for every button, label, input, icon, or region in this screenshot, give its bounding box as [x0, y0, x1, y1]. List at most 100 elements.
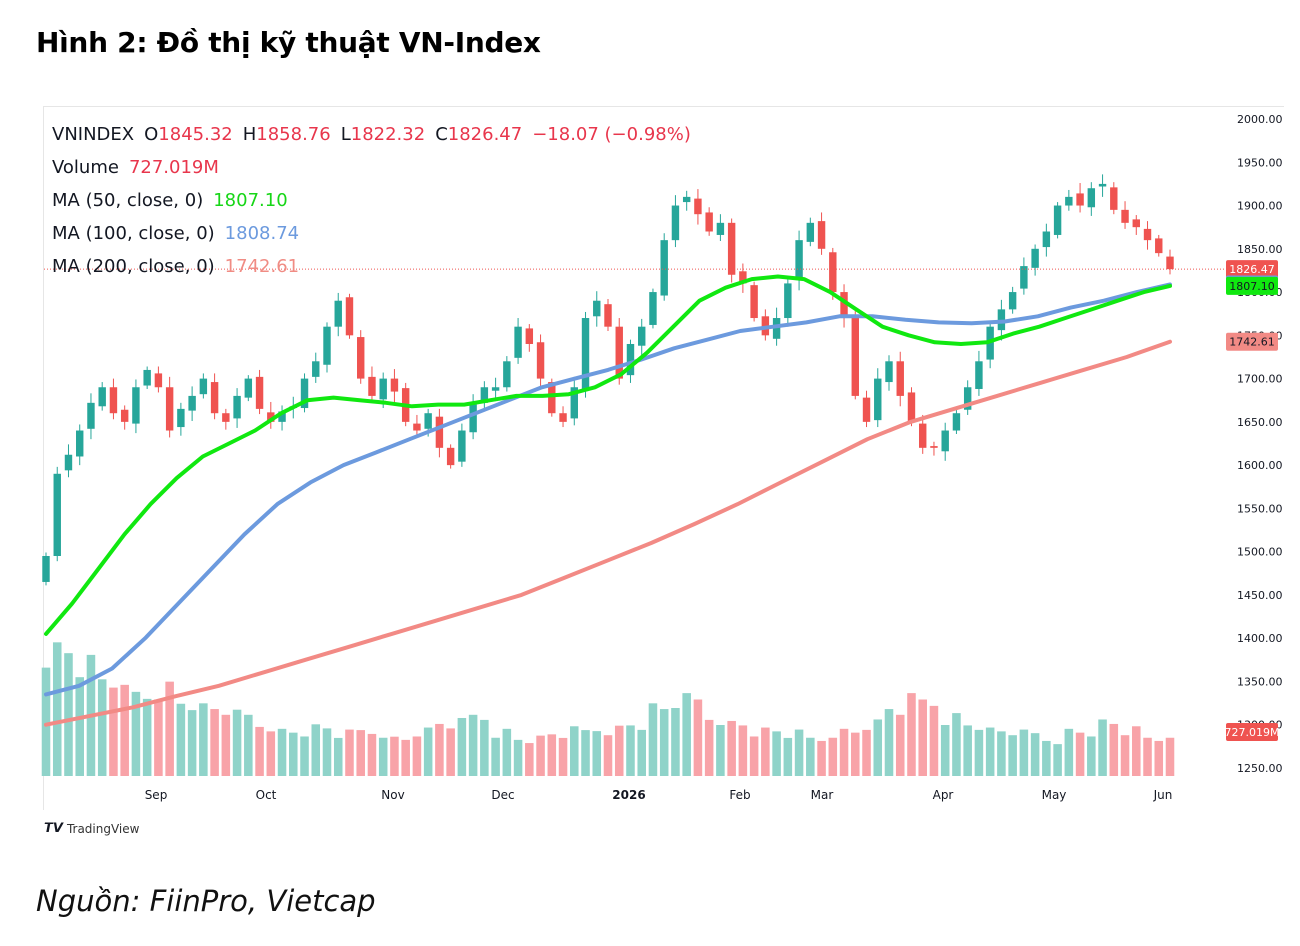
price-tick-label: 1350.00	[1237, 675, 1283, 688]
time-tick-label: Sep	[145, 788, 168, 802]
price-tick-label: 1700.00	[1237, 373, 1283, 386]
price-tick-label: 1400.00	[1237, 632, 1283, 645]
candle-body	[120, 409, 129, 422]
candle-body	[491, 387, 500, 391]
volume-bar	[997, 731, 1006, 776]
candle-body	[739, 271, 747, 284]
legend-ma200-label: MA (200, close, 0)	[52, 256, 215, 277]
candle-body	[1020, 266, 1028, 289]
candle-body	[188, 395, 196, 411]
volume-bar	[738, 725, 748, 776]
tradingview-logo-icon: 𝙏𝙑	[44, 821, 63, 836]
candle-body	[581, 318, 590, 389]
volume-bar	[693, 699, 703, 776]
candle-body	[357, 337, 365, 379]
candle-body	[604, 304, 612, 327]
volume-bar	[570, 726, 579, 776]
volume-bar	[52, 642, 62, 776]
legend-ma50-row: MA (50, close, 0) 1807.10	[52, 184, 691, 217]
time-tick-label: Dec	[491, 788, 514, 802]
legend-low-label: L	[340, 124, 351, 145]
volume-bar	[614, 725, 624, 776]
ma200-line	[44, 339, 1172, 727]
volume-bar	[1109, 723, 1119, 776]
candle-body	[345, 297, 354, 336]
candle-body	[98, 387, 106, 407]
volume-bar	[592, 731, 602, 776]
volume-bar	[1165, 737, 1175, 776]
volume-bar	[985, 727, 995, 776]
candle-body	[379, 378, 387, 400]
candle-body	[413, 423, 421, 431]
legend-volume-row: Volume 727.019M	[52, 151, 691, 184]
candle-body	[143, 369, 151, 386]
volume-bar	[142, 698, 152, 776]
volume-bar	[671, 708, 680, 776]
candle-body	[862, 397, 871, 422]
volume-bar	[940, 725, 950, 776]
legend-open-label: O	[144, 124, 159, 145]
candle-body	[626, 343, 635, 376]
tradingview-logo-text: TradingView	[66, 821, 140, 836]
volume-bar	[1064, 728, 1074, 776]
volume-bar	[907, 693, 916, 776]
candle-body	[772, 318, 781, 339]
volume-bar	[1120, 735, 1130, 776]
ma50-price-tag: 1807.10	[1229, 280, 1275, 293]
volume-bar	[232, 709, 242, 776]
volume-bar	[1143, 737, 1152, 776]
volume-bar	[244, 714, 253, 776]
volume-bar	[1098, 719, 1107, 776]
candle-body	[682, 196, 691, 203]
volume-bar	[513, 739, 523, 776]
price-tick-label: 1450.00	[1237, 589, 1283, 602]
volume-bar	[806, 737, 815, 776]
volume-bar	[929, 705, 939, 776]
volume-bar	[97, 679, 107, 776]
candle-body	[435, 416, 444, 448]
volume-bar	[648, 703, 658, 776]
candle-body	[334, 300, 342, 327]
volume-bar	[817, 740, 826, 776]
volume-bar	[1075, 732, 1085, 776]
candle-body	[76, 430, 84, 457]
volume-bar	[828, 737, 838, 776]
candle-body	[874, 378, 882, 421]
volume-bar	[637, 729, 646, 776]
volume-bar	[727, 720, 736, 776]
time-tick-label: Jun	[1153, 788, 1173, 802]
volume-bar	[659, 709, 669, 776]
candle-body	[952, 413, 961, 431]
candle-body	[525, 328, 534, 344]
candle-body	[660, 240, 668, 296]
volume-bar	[918, 699, 927, 776]
volume-bar	[1053, 744, 1062, 776]
volume-bar	[333, 737, 343, 776]
volume-bar	[603, 735, 613, 776]
volume-bar	[1008, 735, 1017, 776]
candle-body	[615, 326, 623, 379]
candle-body	[132, 387, 140, 424]
volume-bar	[423, 727, 433, 776]
volume-bar	[873, 719, 883, 776]
candle-body	[255, 376, 264, 409]
volume-bar	[109, 687, 118, 776]
volume-bar	[176, 703, 186, 776]
legend-high-value: 1858.76	[256, 124, 331, 145]
tradingview-logo[interactable]: 𝙏𝙑 TradingView	[44, 821, 139, 836]
price-tick-label: 1650.00	[1237, 416, 1283, 429]
legend-volume-label: Volume	[52, 157, 119, 178]
candle-body	[514, 326, 522, 358]
volume-bar	[547, 734, 557, 776]
volume-bar	[468, 714, 478, 776]
legend-ma100-label: MA (100, close, 0)	[52, 223, 215, 244]
ma50-price-tag-bg	[1226, 276, 1278, 295]
volume-bar	[862, 729, 871, 776]
candle-body	[503, 361, 511, 388]
legend-symbol: VNINDEX	[52, 124, 135, 145]
candle-body	[570, 387, 578, 419]
candle-body	[42, 555, 50, 582]
volume-bar	[75, 677, 84, 776]
volume-bar	[311, 724, 321, 776]
price-tick-label: 1550.00	[1237, 502, 1283, 515]
